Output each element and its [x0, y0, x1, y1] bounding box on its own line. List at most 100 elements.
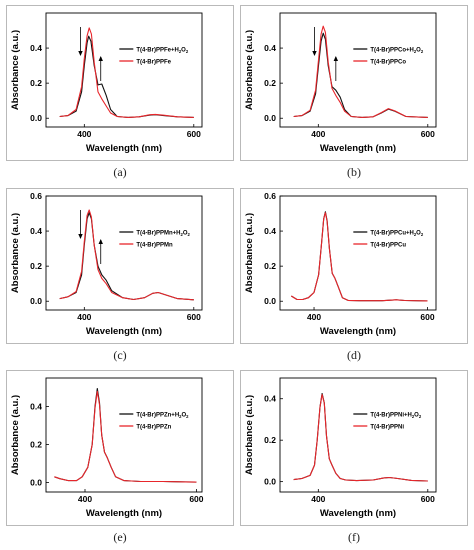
panel-b: 0.0 0.2 0.4 400 600 Wavelength (nm) Absorbance…: [240, 5, 470, 180]
y-tick-label: 0.0: [30, 113, 42, 123]
y-tick-label: 0.2: [264, 435, 276, 445]
panel-caption: (c): [113, 348, 127, 362]
panel-frame: [6, 370, 234, 526]
x-tick-label: 600: [420, 312, 434, 322]
panel-c: 0.0 0.2 0.4 0.6 400 600 Wavelength (nm) Absorba…: [6, 188, 236, 363]
panel-frame: [240, 5, 468, 161]
plot-frame: [279, 377, 437, 493]
legend-text: T(4-Br)PPZn: [136, 425, 171, 431]
spectrum-chart-f: 0.0 0.2 0.4 400 600 Wavelength (nm) Absorbance…: [244, 377, 437, 519]
x-tick-label: 600: [187, 312, 201, 322]
y-tick-label: 0.0: [264, 477, 276, 487]
panel-frame: [240, 370, 468, 526]
panel-d: 0.0 0.2 0.4 0.6 400 600 Wavelength (nm) Absorba…: [240, 188, 470, 363]
panel-e: 0.0 0.2 0.4 400 600 Wavelength (nm) Absorbance…: [6, 370, 236, 545]
x-tick-label: 400: [307, 312, 321, 322]
plot-frame: [279, 12, 437, 128]
y-tick-label: 0.2: [264, 78, 276, 88]
y-axis-label: Absorbance (a.u.): [244, 213, 255, 293]
panel-caption: (b): [347, 165, 361, 179]
legend-text: T(4-Br)PPCo: [370, 60, 406, 66]
legend-label: T(4-Br)PPZn+H2O2: [136, 413, 189, 420]
series-line-control: [291, 212, 428, 302]
x-tick-label: 400: [77, 312, 91, 322]
y-axis-label: Absorbance (a.u.): [244, 395, 255, 475]
legend-text: T(4-Br)PPNi: [370, 425, 404, 431]
y-axis-label: Absorbance (a.u.): [244, 30, 255, 110]
spectrum-chart-a: 0.0 0.2 0.4 400 600 Wavelength (nm) Absorbance…: [10, 12, 203, 154]
plot-frame: [45, 195, 203, 311]
arrow-head: [333, 56, 339, 61]
x-axis-label: Wavelength (nm): [86, 508, 162, 519]
y-tick-label: 0.6: [264, 191, 276, 201]
panel-caption: (e): [113, 530, 127, 544]
y-tick-label: 0.0: [264, 113, 276, 123]
legend-text: T(4-Br)PPCu+H: [370, 231, 414, 237]
plot-frame: [45, 377, 203, 493]
y-tick-label: 0.4: [30, 402, 42, 412]
y-tick-label: 0.4: [264, 226, 276, 236]
legend-label: T(4-Br)PPMn: [136, 243, 173, 249]
legend-subscript: 2: [414, 232, 417, 237]
y-tick-label: 0.2: [30, 440, 42, 450]
legend-label: T(4-Br)PPMn+H2O2: [136, 231, 190, 238]
spectrum-chart-e: 0.0 0.2 0.4 400 600 Wavelength (nm) Absorbance…: [10, 377, 204, 519]
y-tick-label: 0.2: [264, 261, 276, 271]
series-line-control: [59, 209, 194, 301]
legend-text: T(4-Br)PPFe+H: [136, 48, 179, 54]
y-tick-label: 0.4: [264, 43, 276, 53]
y-tick-label: 0.0: [264, 296, 276, 306]
panel-caption: (f): [348, 530, 360, 544]
legend-label: T(4-Br)PPCu: [370, 243, 406, 249]
legend-subscript: 2: [186, 414, 189, 419]
y-axis-label: Absorbance (a.u.): [10, 30, 21, 110]
arrow-head: [78, 51, 83, 56]
y-axis-label: Absorbance (a.u.): [10, 395, 21, 475]
x-axis-label: Wavelength (nm): [86, 143, 162, 154]
legend-subscript: 2: [421, 232, 424, 237]
legend-subscript: 2: [179, 49, 182, 54]
x-axis-label: Wavelength (nm): [320, 143, 396, 154]
legend-text: T(4-Br)PPNi+H: [370, 413, 412, 419]
x-axis-label: Wavelength (nm): [320, 508, 396, 519]
panel-a: 0.0 0.2 0.4 400 600 Wavelength (nm) Absorbance…: [6, 5, 236, 180]
legend-text: T(4-Br)PPFe: [136, 60, 171, 66]
legend-text: O: [416, 231, 421, 237]
x-tick-label: 400: [78, 494, 92, 504]
x-tick-label: 600: [187, 129, 201, 139]
x-tick-label: 400: [311, 494, 325, 504]
x-axis-label: Wavelength (nm): [86, 326, 162, 337]
legend-label: T(4-Br)PPFe: [136, 60, 171, 66]
arrow-head: [98, 56, 103, 61]
legend-text: O: [181, 48, 186, 54]
legend-subscript: 2: [188, 232, 191, 237]
plot-frame: [279, 195, 437, 311]
y-tick-label: 0.2: [30, 261, 42, 271]
legend-text: T(4-Br)PPCu: [370, 243, 406, 249]
legend-text: O: [183, 231, 188, 237]
legend-text: T(4-Br)PPMn: [136, 243, 173, 249]
legend-label: T(4-Br)PPNi+H2O2: [370, 413, 422, 420]
x-tick-label: 600: [421, 129, 435, 139]
x-tick-label: 600: [421, 494, 435, 504]
legend-text: O: [414, 413, 419, 419]
legend-text: O: [416, 48, 421, 54]
panel-frame: [6, 188, 234, 344]
legend-text: T(4-Br)PPCo+H: [370, 48, 414, 54]
panel-frame: [240, 188, 468, 344]
legend-subscript: 2: [414, 49, 417, 54]
x-axis-label: Wavelength (nm): [320, 326, 396, 337]
legend-label: T(4-Br)PPCu+H2O2: [370, 231, 424, 238]
legend-subscript: 2: [180, 232, 183, 237]
series-line-control: [293, 25, 428, 118]
series-line-control: [59, 27, 194, 118]
legend-text: O: [182, 413, 187, 419]
legend-subscript: 2: [412, 414, 415, 419]
legend-label: T(4-Br)PPCo: [370, 60, 406, 66]
series-line-h2o2: [293, 32, 428, 118]
spectrum-chart-d: 0.0 0.2 0.4 0.6 400 600 Wavelength (nm) Absorba…: [244, 191, 437, 337]
arrow-head: [312, 51, 317, 56]
legend-label: T(4-Br)PPNi: [370, 425, 404, 431]
series-line-h2o2: [291, 211, 428, 302]
series-line-control: [293, 394, 428, 482]
